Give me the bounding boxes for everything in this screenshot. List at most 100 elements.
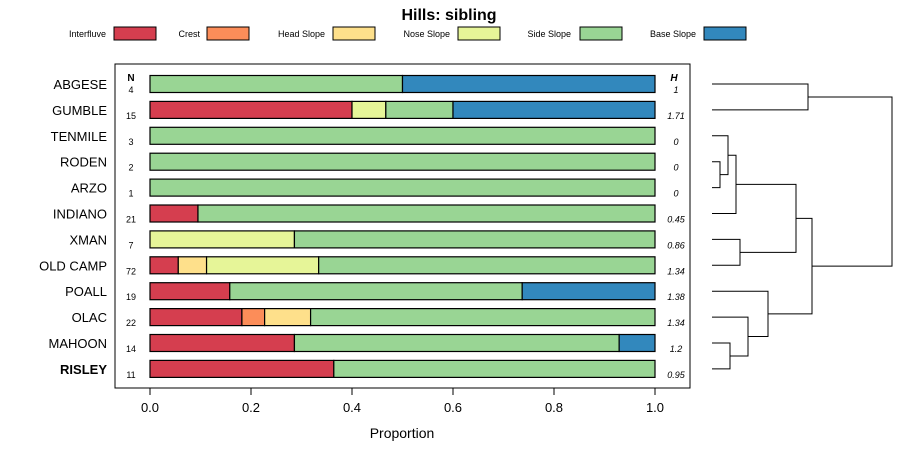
category-label: POALL xyxy=(65,284,107,299)
bar-segment xyxy=(521,282,656,301)
legend-label: Nose Slope xyxy=(403,29,450,39)
dendrogram-link xyxy=(768,217,813,315)
bar-segment xyxy=(401,74,656,94)
h-value: 0.45 xyxy=(667,215,686,225)
bar-segment xyxy=(149,282,231,301)
n-value: 22 xyxy=(126,318,136,328)
bar-segment xyxy=(149,333,296,353)
category-label: MAHOON xyxy=(49,336,108,351)
legend-swatch xyxy=(579,26,623,41)
bar-segment xyxy=(333,359,656,378)
bar-segment xyxy=(149,100,353,120)
category-label: INDIANO xyxy=(53,207,107,222)
legend-label: Base Slope xyxy=(650,29,696,39)
bar-segment xyxy=(241,308,266,327)
legend-label: Interfluve xyxy=(69,29,106,39)
legend: Interfluve Crest Head Slope Nose Slope Side … xyxy=(69,26,747,41)
chart-rows: ABGESE 4 1 GUMBLE 15 1.71 TENMILE 3 0 RODEN 2 0 ARZO… xyxy=(39,74,686,380)
x-axis-label: Proportion xyxy=(370,425,435,441)
bar-segment xyxy=(318,256,656,275)
legend-swatch xyxy=(206,26,250,41)
bar-segment xyxy=(149,126,656,145)
x-tick-label: 0.6 xyxy=(444,400,462,415)
category-label: ARZO xyxy=(71,181,107,196)
dendrogram-link xyxy=(736,183,797,253)
bar-segment xyxy=(149,204,199,223)
bar-segment xyxy=(197,204,656,223)
legend-label: Head Slope xyxy=(278,29,325,39)
category-label: ABGESE xyxy=(54,77,108,92)
category-label: RISLEY xyxy=(60,362,107,377)
category-label: TENMILE xyxy=(51,129,108,144)
bar-segment xyxy=(309,308,656,327)
n-value: 15 xyxy=(126,111,136,121)
category-label: OLAC xyxy=(72,310,107,325)
legend-swatch xyxy=(703,26,747,41)
legend-swatch xyxy=(332,26,376,41)
n-value: 4 xyxy=(128,85,133,95)
h-value: 1.2 xyxy=(670,344,683,354)
legend-swatch xyxy=(457,26,501,41)
bar-segment xyxy=(149,230,296,249)
x-tick-label: 1.0 xyxy=(646,400,664,415)
bar-segment xyxy=(177,256,208,275)
bar-segment xyxy=(618,333,656,353)
legend-label: Side Slope xyxy=(527,29,571,39)
bar-segment xyxy=(293,230,656,249)
h-value: 1 xyxy=(673,85,678,95)
bar-segment xyxy=(264,308,312,327)
h-value: 0.95 xyxy=(667,370,686,380)
category-label: XMAN xyxy=(69,232,107,247)
n-value: 1 xyxy=(128,189,133,199)
x-tick-label: 0.2 xyxy=(242,400,260,415)
bar-segment xyxy=(452,100,656,120)
n-value: 21 xyxy=(126,215,136,225)
h-value: 0.86 xyxy=(667,240,685,250)
chart-title: Hills: sibling xyxy=(401,7,496,24)
n-value: 11 xyxy=(126,370,135,380)
h-value: 1.38 xyxy=(667,292,685,302)
category-label: GUMBLE xyxy=(52,103,107,118)
dendrogram-link xyxy=(712,83,809,111)
x-axis: 0.0 0.2 0.4 0.6 0.8 1.0 xyxy=(141,388,664,415)
dendrogram-link xyxy=(712,154,737,214)
n-header: N xyxy=(127,73,134,84)
legend-swatch xyxy=(113,26,157,41)
bar-segment xyxy=(229,282,523,301)
bar-segment xyxy=(149,178,656,197)
h-value: 0 xyxy=(673,137,678,147)
h-header: H xyxy=(670,73,678,84)
plot-frame xyxy=(114,63,691,389)
h-value: 1.71 xyxy=(667,111,685,121)
bar-segment xyxy=(385,100,454,120)
dendrogram-link xyxy=(712,161,721,189)
dendrogram xyxy=(712,83,893,370)
bar-segment xyxy=(205,256,320,275)
bar-segment xyxy=(149,152,656,171)
n-value: 72 xyxy=(126,266,136,276)
h-value: 1.34 xyxy=(667,266,685,276)
bar-segment xyxy=(149,74,404,94)
n-value: 14 xyxy=(126,344,136,354)
n-value: 7 xyxy=(128,240,133,250)
x-tick-label: 0.4 xyxy=(343,400,361,415)
h-value: 1.34 xyxy=(667,318,685,328)
bar-segment xyxy=(149,308,243,327)
dendrogram-link xyxy=(808,96,893,267)
x-tick-label: 0.8 xyxy=(545,400,563,415)
x-tick-label: 0.0 xyxy=(141,400,159,415)
h-value: 0 xyxy=(673,163,678,173)
dendrogram-link xyxy=(712,290,769,338)
category-label: RODEN xyxy=(60,155,107,170)
n-value: 3 xyxy=(128,137,133,147)
bar-segment xyxy=(149,359,335,378)
bar-segment xyxy=(149,256,179,275)
bar-segment xyxy=(351,100,387,120)
n-value: 2 xyxy=(128,163,133,173)
legend-label: Crest xyxy=(178,29,200,39)
h-value: 0 xyxy=(673,189,678,199)
bar-segment xyxy=(293,333,620,353)
dendrogram-link xyxy=(712,238,741,266)
dendrogram-link xyxy=(712,342,731,370)
